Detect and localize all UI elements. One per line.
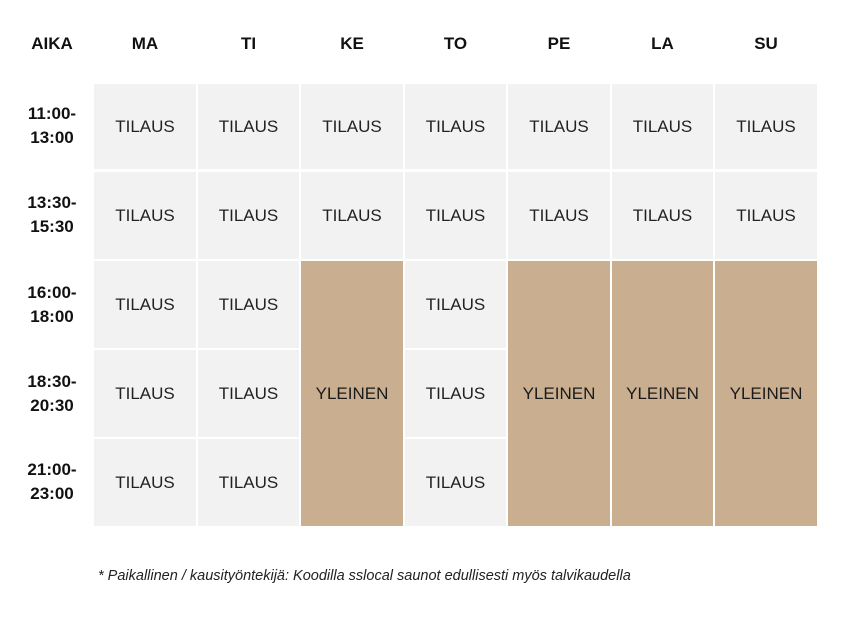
slot-cell-tilaus[interactable]: TILAUS	[198, 439, 299, 526]
slot-cell-yleinen-su[interactable]: YLEINEN	[715, 261, 817, 526]
column-header-su: SU	[754, 34, 778, 53]
slot-cell-tilaus[interactable]: TILAUS	[715, 172, 817, 259]
slot-cell-tilaus[interactable]: TILAUS	[198, 172, 299, 259]
time-slot-end: 18:00	[30, 307, 74, 326]
slot-cell-tilaus[interactable]: TILAUS	[94, 84, 196, 169]
slot-cell-tilaus[interactable]: TILAUS	[198, 84, 299, 169]
slot-cell-yleinen-ke[interactable]: YLEINEN	[301, 261, 403, 526]
slot-cell-tilaus[interactable]: TILAUS	[508, 84, 610, 169]
slot-cell-tilaus[interactable]: TILAUS	[94, 261, 196, 348]
column-header-la: LA	[651, 34, 674, 53]
slot-cell-tilaus[interactable]: TILAUS	[612, 84, 713, 169]
time-slot-label: 13:30- 15:30	[4, 191, 100, 239]
time-slot-start: 18:30-	[27, 372, 77, 391]
time-slot-label: 18:30- 20:30	[4, 370, 100, 418]
schedule-table: AIKA MA TI KE TO PE LA SU 11:00- 13:00 1…	[4, 34, 817, 526]
slot-cell-tilaus[interactable]: TILAUS	[94, 172, 196, 259]
slot-cell-tilaus[interactable]: TILAUS	[301, 172, 403, 259]
time-slot-start: 13:30-	[27, 193, 77, 212]
column-header-to: TO	[443, 34, 468, 53]
column-header-ti: TI	[240, 34, 257, 53]
time-slot-label: 16:00- 18:00	[4, 281, 100, 329]
footnote: * Paikallinen / kausityöntekijä: Koodill…	[98, 568, 631, 584]
slot-cell-tilaus[interactable]: TILAUS	[198, 261, 299, 348]
time-slot-end: 13:00	[30, 128, 74, 147]
slot-cell-yleinen-la[interactable]: YLEINEN	[612, 261, 713, 526]
slot-cell-tilaus[interactable]: TILAUS	[405, 350, 506, 437]
time-slot-start: 21:00-	[27, 460, 77, 479]
column-header-time: AIKA	[31, 34, 73, 53]
time-slot-end: 20:30	[30, 396, 74, 415]
slot-cell-tilaus[interactable]: TILAUS	[301, 84, 403, 169]
slot-cell-tilaus[interactable]: TILAUS	[405, 261, 506, 348]
slot-cell-tilaus[interactable]: TILAUS	[405, 84, 506, 169]
slot-cell-yleinen-pe[interactable]: YLEINEN	[508, 261, 610, 526]
time-slot-end: 23:00	[30, 484, 74, 503]
time-slot-label: 21:00- 23:00	[4, 458, 100, 506]
slot-cell-tilaus[interactable]: TILAUS	[612, 172, 713, 259]
time-slot-label: 11:00- 13:00	[4, 102, 100, 150]
time-slot-end: 15:30	[30, 217, 74, 236]
slot-cell-tilaus[interactable]: TILAUS	[405, 172, 506, 259]
slot-cell-tilaus[interactable]: TILAUS	[94, 350, 196, 437]
column-header-pe: PE	[547, 34, 571, 53]
column-header-ke: KE	[340, 34, 364, 53]
slot-cell-tilaus[interactable]: TILAUS	[715, 84, 817, 169]
slot-cell-tilaus[interactable]: TILAUS	[405, 439, 506, 526]
time-slot-start: 11:00-	[27, 104, 77, 123]
column-header-ma: MA	[131, 34, 159, 53]
slot-cell-tilaus[interactable]: TILAUS	[94, 439, 196, 526]
time-slot-start: 16:00-	[27, 283, 77, 302]
slot-cell-tilaus[interactable]: TILAUS	[198, 350, 299, 437]
slot-cell-tilaus[interactable]: TILAUS	[508, 172, 610, 259]
